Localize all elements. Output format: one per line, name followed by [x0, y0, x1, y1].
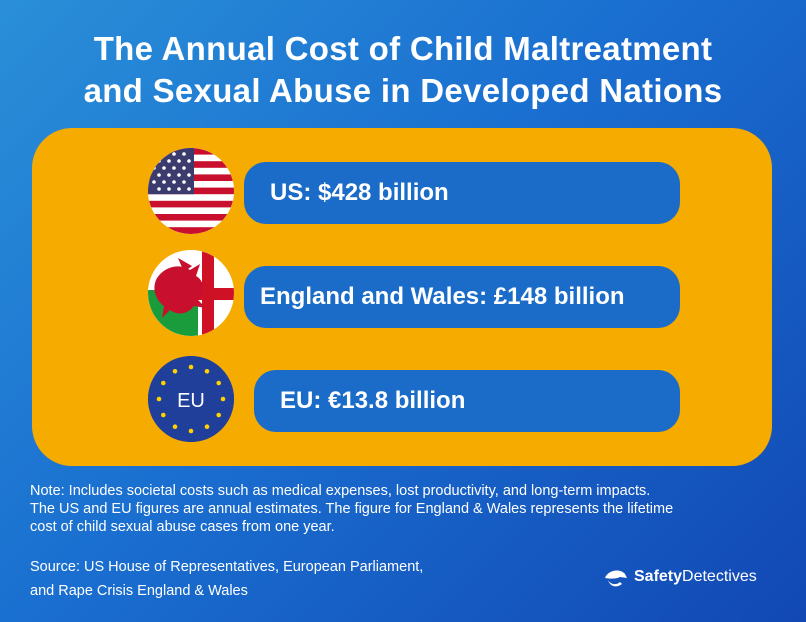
note-line-1: Note: Includes societal costs such as me…	[30, 483, 651, 499]
note-line-2: The US and EU figures are annual estimat…	[30, 501, 674, 517]
us-flag-icon	[148, 148, 234, 234]
wales-england-flag-icon	[148, 250, 234, 336]
title-line-1: The Annual Cost of Child Maltreatment	[93, 30, 713, 67]
us-cost-label: US: $428 billion	[244, 162, 680, 224]
title-line-2: and Sexual Abuse in Developed Nations	[83, 72, 723, 109]
eu-cost-label: EU: €13.8 billion	[254, 370, 680, 432]
cost-row-us: US: $428 billion	[32, 146, 772, 236]
eu-flag-icon: EU	[148, 356, 234, 442]
page-title: The Annual Cost of Child Maltreatment an…	[0, 28, 806, 112]
source-line-1: Source: US House of Representatives, Eur…	[30, 559, 424, 575]
eu-flag-text: EU	[177, 390, 205, 412]
source-line-2: and Rape Crisis England & Wales	[30, 583, 248, 599]
note-line-3: cost of child sexual abuse cases from on…	[30, 519, 335, 535]
cost-row-eu: EU EU: €13.8 billion	[32, 354, 772, 444]
cost-row-england-wales: England and Wales: £148 billion	[32, 250, 772, 340]
brand-name-part1: Safety	[634, 568, 683, 585]
cost-panel: US: $428 billion England and Wales: £148…	[32, 128, 772, 466]
detective-hat-icon	[602, 566, 628, 588]
brand-name-part2: Detectives	[682, 568, 757, 585]
brand-logo: Safety Detectives	[602, 566, 757, 588]
source-citation: Source: US House of Representatives, Eur…	[30, 555, 423, 603]
footnote: Note: Includes societal costs such as me…	[30, 482, 770, 536]
england-wales-cost-label: England and Wales: £148 billion	[244, 266, 680, 328]
